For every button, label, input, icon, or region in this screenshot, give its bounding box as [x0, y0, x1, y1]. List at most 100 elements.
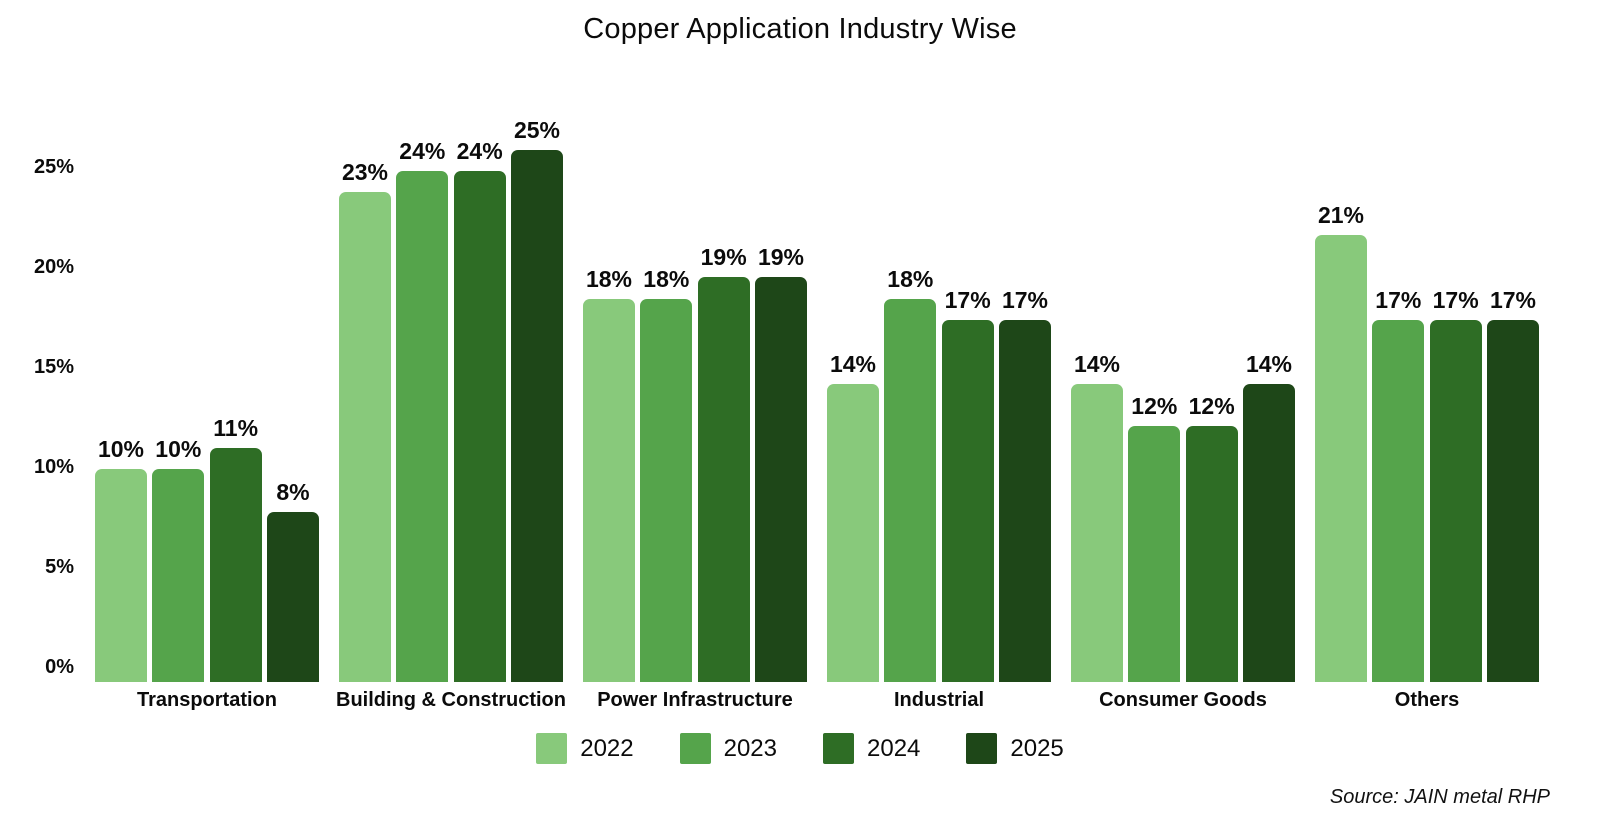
- bar-value-label: 12%: [1131, 393, 1178, 420]
- bar-group: 14% 12% 12% 14% Consumer Goods: [1071, 350, 1295, 711]
- bar-value-label: 24%: [399, 137, 446, 164]
- category-label: Power Infrastructure: [597, 689, 793, 711]
- bar-value-label: 19%: [757, 244, 804, 271]
- bar: [1486, 319, 1539, 682]
- bar-value-label: 17%: [1432, 286, 1479, 313]
- bar-value-label: 14%: [1245, 350, 1292, 377]
- category-label: Industrial: [893, 689, 984, 711]
- y-tick-label: 0%: [45, 656, 74, 678]
- bar-value-label: 18%: [643, 265, 690, 292]
- bar: [697, 277, 750, 682]
- bar-column: 17%: [998, 286, 1051, 682]
- bar: [453, 170, 506, 682]
- bar: [1429, 319, 1482, 682]
- bar: [827, 383, 879, 682]
- legend-label: 2024: [867, 734, 921, 762]
- bar-column: 23%: [339, 159, 391, 682]
- bar: [95, 469, 147, 682]
- category-label: Consumer Goods: [1099, 689, 1267, 711]
- bar-value-label: 10%: [97, 436, 145, 462]
- bar-column: 17%: [1372, 286, 1425, 682]
- bar-group: 23% 24% 24% 25% Building & Construction: [336, 116, 566, 712]
- y-tick-label: 20%: [33, 256, 74, 278]
- bar-value-label: 14%: [829, 350, 877, 377]
- legend-swatch: [679, 733, 711, 764]
- bar: [266, 511, 319, 682]
- bar-value-label: 24%: [456, 137, 503, 164]
- y-tick-label: 10%: [33, 456, 74, 478]
- y-axis: 0% 5% 10% 15% 20% 25%: [0, 0, 74, 835]
- bar-column: 19%: [754, 244, 807, 682]
- legend-item: 2024: [823, 733, 920, 764]
- bar-column: 10%: [95, 436, 147, 682]
- bar: [941, 319, 994, 682]
- bar-group: 10% 10% 11% 8% Transportation: [95, 414, 319, 711]
- bar: [152, 469, 205, 682]
- bar: [1372, 319, 1425, 682]
- bar: [339, 192, 391, 682]
- bar: [1315, 234, 1367, 682]
- bar: [1242, 383, 1295, 682]
- bar-value-label: 8%: [276, 478, 310, 505]
- bar-column: 14%: [1242, 350, 1295, 682]
- bar-column: 17%: [1429, 286, 1482, 682]
- legend-item: 2023: [679, 733, 777, 764]
- legend-label: 2023: [723, 734, 777, 762]
- bar-value-label: 17%: [1375, 286, 1422, 313]
- bar-column: 17%: [941, 286, 994, 682]
- bar: [754, 277, 807, 682]
- bar-value-label: 14%: [1073, 350, 1121, 377]
- bar: [884, 298, 937, 682]
- bar-column: 12%: [1128, 393, 1181, 682]
- bar-column: 18%: [583, 266, 635, 682]
- bar-column: 19%: [697, 244, 750, 682]
- bar-column: 11%: [209, 414, 262, 682]
- legend-swatch: [536, 733, 568, 764]
- bar-value-label: 17%: [944, 286, 991, 313]
- bar-value-label: 12%: [1188, 393, 1235, 420]
- legend: 2022 2023 2024 2025: [0, 733, 1600, 764]
- legend-item: 2022: [536, 733, 634, 764]
- bar-value-label: 25%: [513, 116, 560, 143]
- bar-group: 14% 18% 17% 17% Industrial: [827, 266, 1051, 711]
- bar-column: 18%: [640, 265, 693, 682]
- bar: [396, 170, 449, 682]
- bar-value-label: 21%: [1317, 201, 1365, 228]
- bar-value-label: 23%: [341, 159, 389, 186]
- category-label: Transportation: [136, 689, 277, 711]
- plot-area: 10% 10% 11% 8% Transportation 23% 24% 24% 25% Bui…: [95, 0, 1539, 712]
- bar-value-label: 17%: [1001, 286, 1048, 313]
- legend-swatch: [966, 733, 998, 764]
- bar-value-label: 17%: [1489, 286, 1536, 313]
- bar-column: 21%: [1315, 202, 1367, 682]
- source-note: Source: JAIN metal RHP: [1329, 786, 1550, 808]
- bar: [640, 298, 693, 682]
- y-tick-label: 5%: [45, 556, 74, 578]
- bar-group: 21% 17% 17% 17% Others: [1315, 202, 1539, 711]
- bar-group: 18% 18% 19% 19% Power Infrastructure: [583, 244, 807, 711]
- bar-value-label: 10%: [155, 436, 202, 462]
- bar-value-label: 19%: [700, 244, 747, 271]
- bar: [583, 298, 635, 682]
- y-tick-label: 15%: [33, 356, 74, 378]
- legend-item: 2025: [966, 733, 1064, 764]
- legend-label: 2022: [580, 734, 634, 762]
- bar-column: 17%: [1486, 286, 1539, 682]
- bar: [1128, 426, 1181, 682]
- bar: [510, 149, 563, 682]
- bar-column: 14%: [1071, 351, 1123, 682]
- legend-label: 2025: [1010, 734, 1064, 762]
- bar: [998, 319, 1051, 682]
- chart-title: Copper Application Industry Wise: [583, 13, 1017, 45]
- bar-value-label: 18%: [585, 265, 633, 292]
- bar-column: 24%: [453, 137, 506, 682]
- bar-column: 25%: [510, 116, 563, 682]
- bar: [209, 447, 262, 682]
- bar: [1185, 426, 1238, 682]
- legend-swatch: [823, 733, 854, 764]
- category-label: Building & Construction: [336, 689, 566, 711]
- bar-column: 24%: [396, 137, 449, 682]
- bar-value-label: 11%: [213, 414, 259, 441]
- y-tick-label: 25%: [33, 156, 74, 178]
